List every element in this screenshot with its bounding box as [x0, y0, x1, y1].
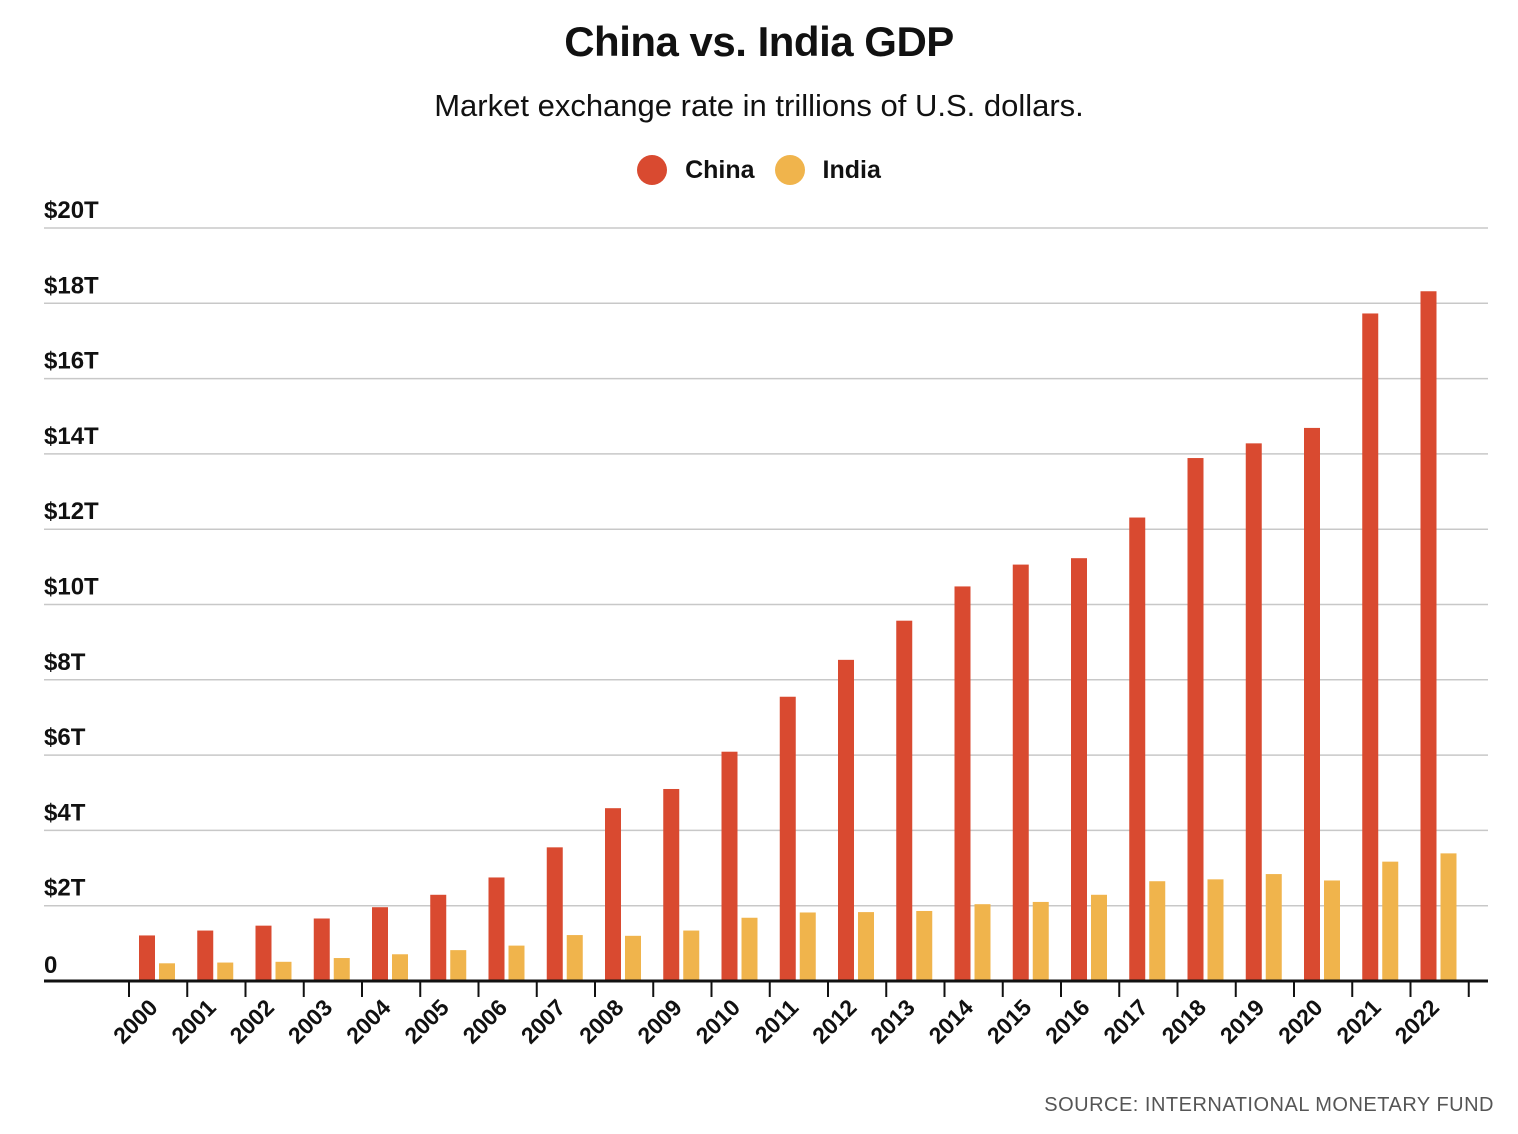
y-tick-label: $2T — [44, 875, 86, 902]
y-tick-label: $18T — [44, 272, 99, 299]
bar-india — [333, 958, 350, 981]
y-tick-label: $20T — [44, 197, 99, 224]
x-tick-label: 2002 — [224, 994, 279, 1049]
x-tick-label: 2019 — [1215, 994, 1270, 1049]
bar-india — [1265, 874, 1282, 981]
bar-india — [450, 950, 467, 981]
bar-china — [372, 907, 388, 981]
x-tick-label: 2000 — [108, 994, 163, 1049]
bar-india — [858, 912, 874, 981]
bar-india — [217, 962, 234, 981]
x-tick-label: 2015 — [982, 994, 1037, 1049]
x-tick-label: 2009 — [632, 994, 687, 1049]
bar-india — [392, 954, 408, 981]
bar-china — [1071, 558, 1087, 981]
x-tick-label: 2001 — [166, 994, 221, 1049]
bar-china — [663, 788, 680, 981]
x-tick-label: 2018 — [1156, 994, 1211, 1049]
y-tick-label: $16T — [44, 348, 99, 375]
bar-india — [625, 935, 641, 981]
bar-china — [488, 877, 505, 981]
y-tick-label: $12T — [44, 498, 99, 525]
legend-item-china: China — [637, 155, 755, 185]
legend-swatch-india — [774, 155, 805, 185]
x-tick-label: 2005 — [399, 994, 454, 1049]
y-tick-label: 0 — [44, 952, 57, 979]
x-tick-label: 2010 — [690, 994, 745, 1049]
bar-india — [1091, 894, 1107, 981]
bar-china — [197, 930, 214, 981]
x-tick-label: 2014 — [923, 994, 978, 1049]
y-tick-label: $14T — [44, 423, 99, 450]
bar-india — [1440, 853, 1457, 981]
bar-india — [566, 935, 583, 981]
bar-china — [605, 808, 621, 981]
bar-india — [159, 963, 175, 981]
x-tick-label: 2003 — [283, 994, 338, 1049]
legend: China India — [0, 155, 1518, 185]
bar-india — [916, 910, 933, 981]
bar-india — [799, 912, 816, 981]
y-tick-label: $8T — [44, 649, 86, 676]
bar-india — [1149, 881, 1166, 981]
bar-china — [896, 620, 913, 981]
bar-india — [508, 945, 525, 981]
x-tick-label: 2020 — [1273, 994, 1328, 1049]
y-tick-label: $10T — [44, 574, 99, 601]
y-tick-label: $4T — [44, 799, 86, 826]
source-note: SOURCE: INTERNATIONAL MONETARY FUND — [1044, 1094, 1494, 1116]
x-tick-label: 2008 — [574, 994, 629, 1049]
bar-china — [430, 894, 447, 981]
bar-india — [275, 961, 292, 981]
x-tick-label: 2016 — [1040, 994, 1095, 1049]
y-tick-label: $6T — [44, 724, 86, 751]
bar-china — [779, 696, 796, 981]
x-tick-label: 2004 — [341, 994, 396, 1049]
bar-china — [313, 918, 330, 981]
bar-india — [974, 904, 991, 981]
bar-china — [954, 586, 971, 981]
bar-china — [1012, 564, 1029, 981]
bar-china — [1420, 291, 1437, 981]
bar-india — [1324, 880, 1340, 981]
x-tick-label: 2013 — [865, 994, 920, 1049]
legend-label-india: India — [822, 155, 881, 184]
bar-china — [546, 847, 563, 981]
bar-india — [683, 930, 700, 981]
x-tick-label: 2007 — [516, 994, 571, 1049]
x-tick-label: 2022 — [1389, 994, 1444, 1049]
bar-china — [255, 925, 272, 981]
legend-label-china: China — [685, 155, 755, 184]
legend-item-india: India — [774, 155, 881, 185]
x-tick-label: 2021 — [1331, 994, 1386, 1049]
bar-china — [1129, 517, 1146, 981]
bar-india — [1207, 879, 1224, 981]
chart-title: China vs. India GDP — [564, 18, 954, 65]
bar-china — [1187, 458, 1204, 981]
x-tick-label: 2006 — [457, 994, 512, 1049]
bar-india — [1032, 901, 1049, 981]
bar-china — [1304, 427, 1320, 981]
bar-china — [1245, 443, 1262, 981]
bar-india — [741, 917, 758, 981]
x-tick-label: 2017 — [1098, 994, 1153, 1049]
bar-india — [1382, 861, 1399, 981]
bar-china — [1362, 313, 1379, 981]
bar-china — [721, 751, 738, 981]
x-tick-label: 2011 — [750, 994, 804, 1048]
chart-subtitle: Market exchange rate in trillions of U.S… — [434, 88, 1084, 123]
bar-china — [139, 935, 155, 981]
legend-swatch-china — [637, 155, 668, 185]
x-tick-label: 2012 — [807, 994, 862, 1049]
bar-china — [838, 659, 854, 981]
